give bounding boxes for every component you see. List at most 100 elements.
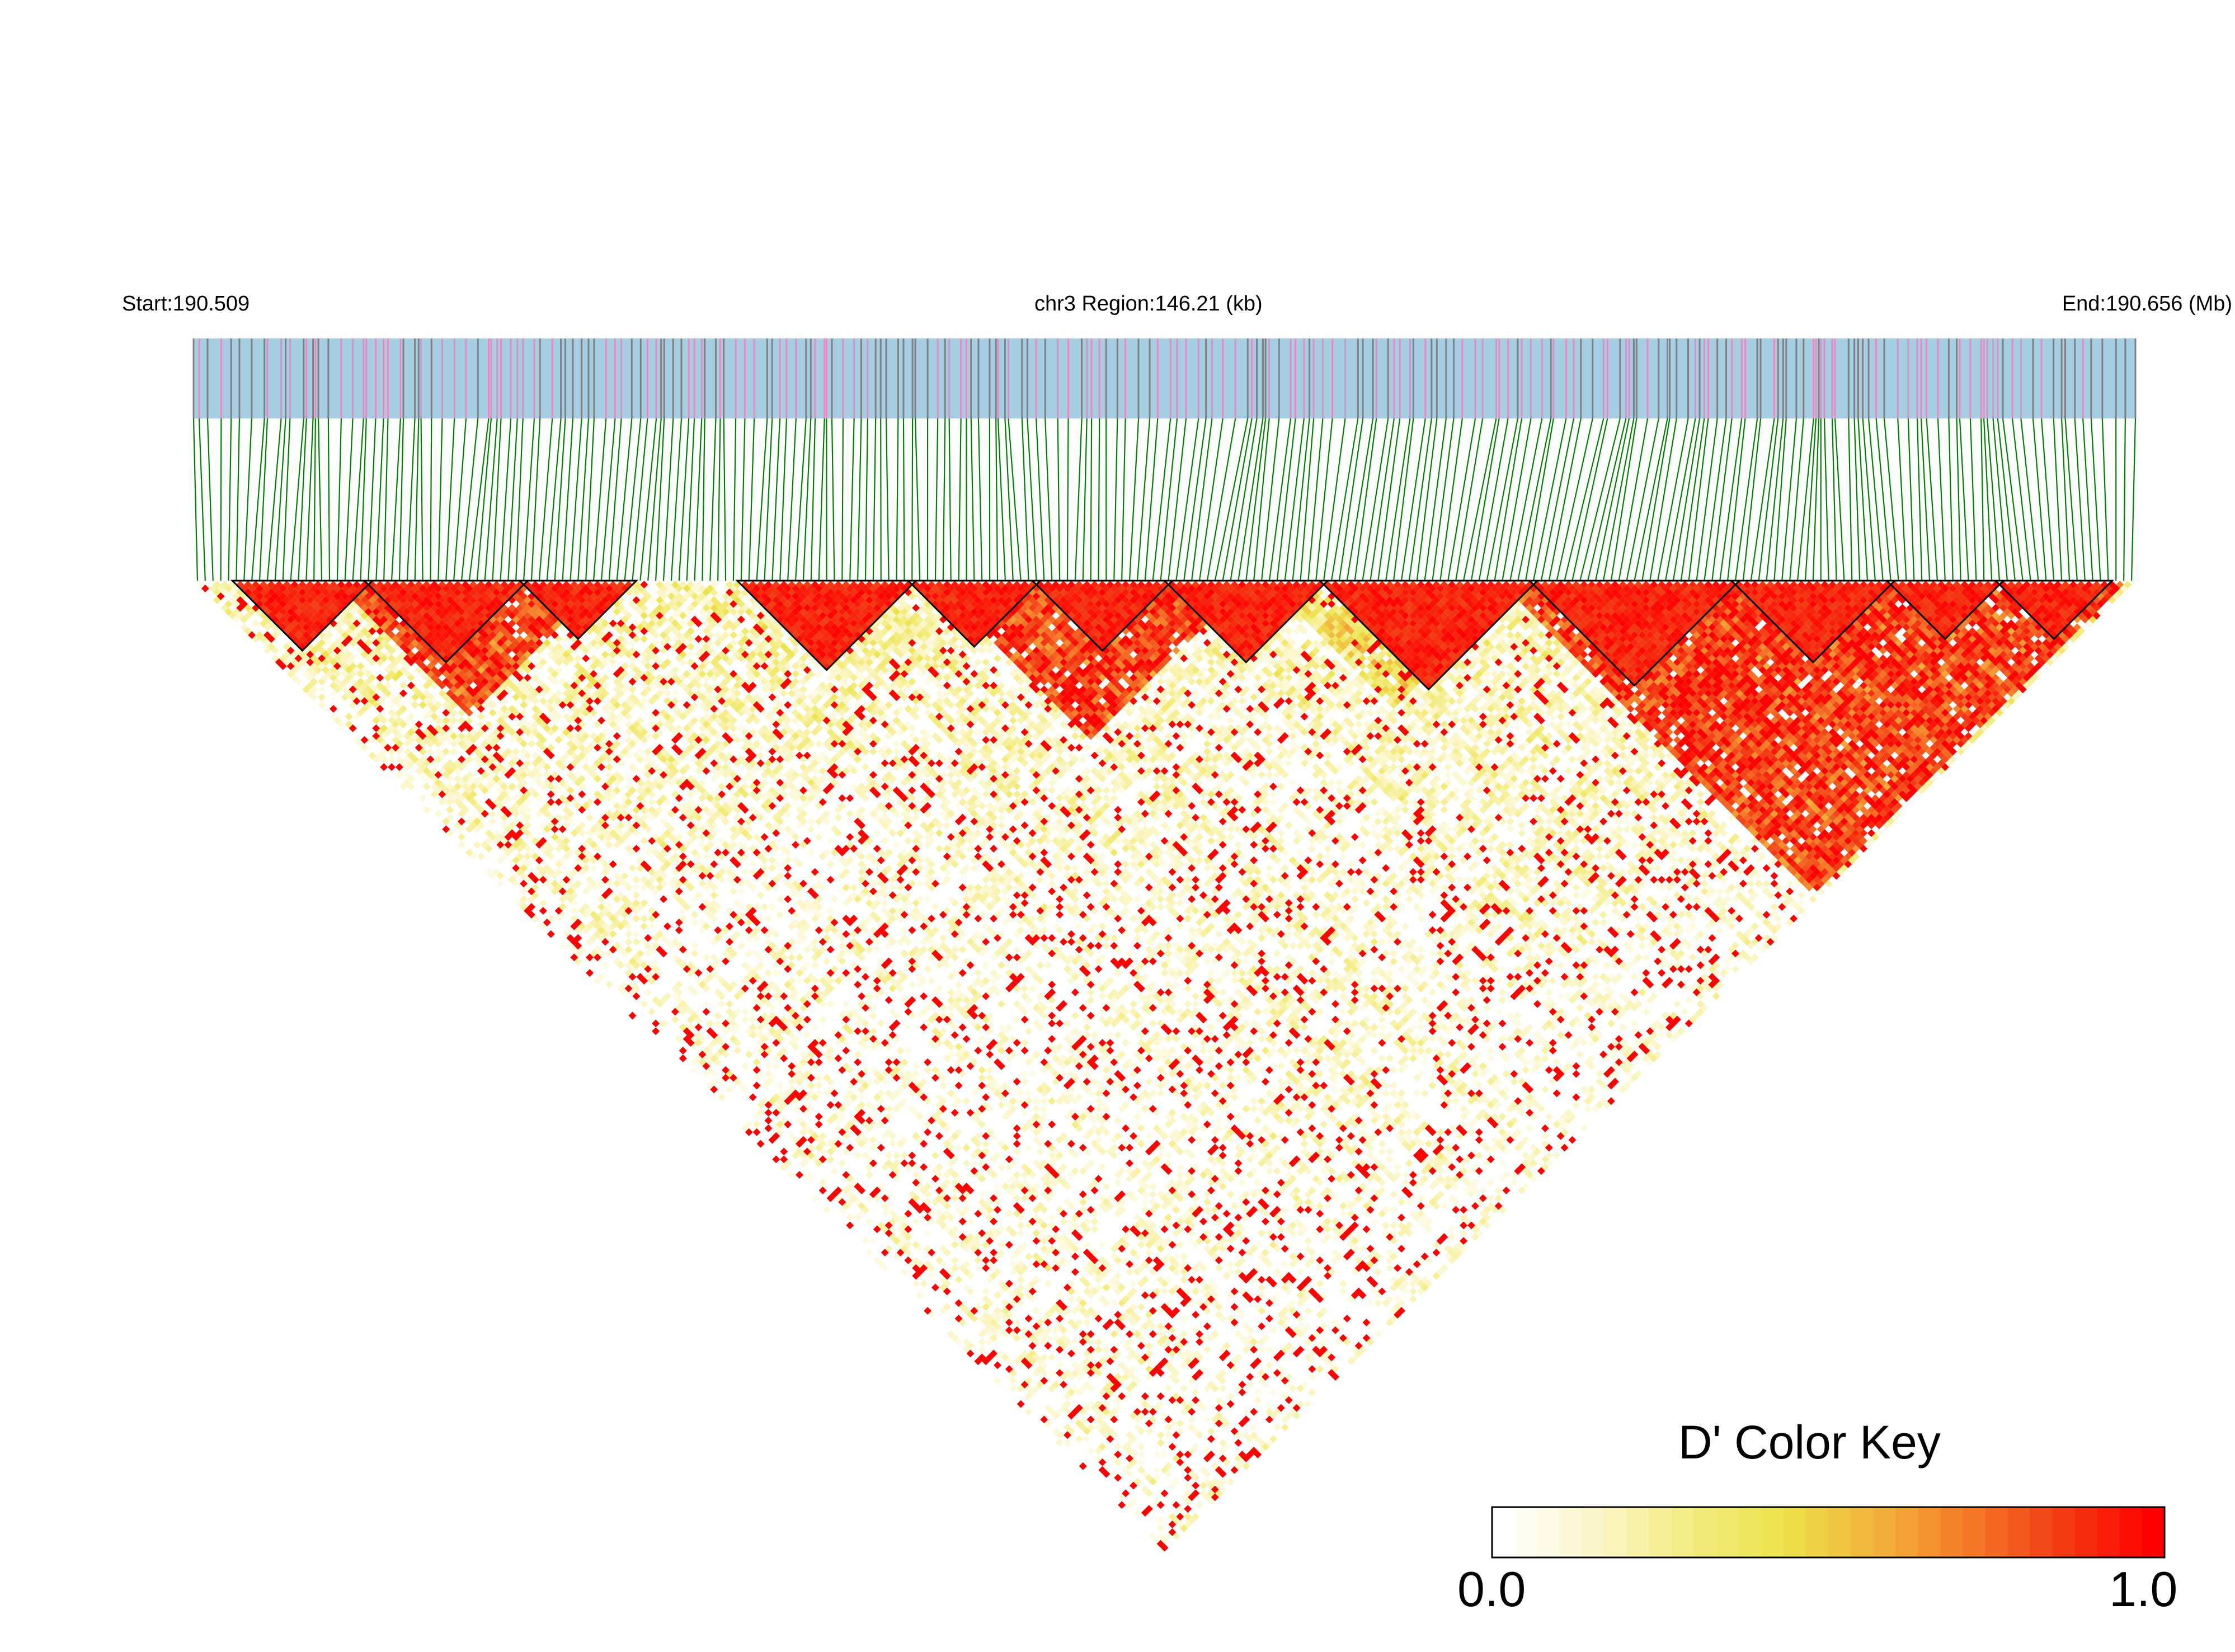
snp-connector-line [1027, 418, 1036, 581]
ld-cell [865, 1249, 873, 1256]
ld-cell [912, 1280, 920, 1288]
ld-cell [796, 1171, 803, 1179]
snp-connector-line [1938, 418, 1945, 581]
snp-connector-line [1238, 418, 1263, 581]
ld-cell [675, 926, 683, 934]
snp-connector-line [886, 418, 889, 581]
ld-cell [1071, 1268, 1079, 1276]
snp-connector-line [1572, 418, 1607, 581]
snp-connector-line [2075, 418, 2085, 581]
ld-cell [345, 713, 353, 721]
ld-cell [1009, 1385, 1017, 1392]
ld-cell [1137, 1303, 1145, 1311]
snp-connector-line [1848, 418, 1852, 581]
ld-cell [1203, 1322, 1211, 1330]
ld-cell [862, 973, 869, 981]
ld-cell [1157, 1439, 1165, 1447]
ld-cell [1130, 1280, 1137, 1288]
ld-cell [629, 864, 637, 872]
snp-connector-line [1987, 418, 1999, 581]
ld-cell [1145, 1342, 1153, 1350]
snp-connector-line [493, 418, 501, 581]
snp-connector-line [664, 418, 673, 581]
ld-cell [823, 957, 831, 965]
snp-connector-line [858, 418, 861, 581]
ld-cell [1013, 1124, 1021, 1132]
ld-cell [842, 1000, 850, 1008]
snp-connector-line [1067, 418, 1069, 581]
ld-cell [477, 853, 485, 860]
ld-cell [318, 693, 326, 701]
ld-cell [1056, 1361, 1064, 1369]
snp-connector-line [1603, 418, 1634, 581]
ld-cell [877, 1105, 885, 1113]
ld-cell [718, 1093, 726, 1101]
ld-cell [419, 794, 427, 802]
ld-cell [691, 919, 699, 926]
snp-connector-line [1960, 418, 1968, 581]
snp-connector-line [407, 418, 415, 581]
ld-cell [632, 938, 640, 946]
ld-cell [733, 1047, 741, 1055]
ld-cell [473, 841, 481, 849]
ld-cell [862, 965, 869, 973]
ld-cell [862, 1237, 869, 1245]
snp-connector-line [2054, 418, 2062, 581]
ld-cell [982, 1093, 990, 1101]
ld-cell [1025, 1253, 1033, 1260]
ld-cell [1091, 1217, 1099, 1225]
ld-cell [652, 1027, 660, 1035]
ld-cell [1060, 1217, 1067, 1225]
snp-connector-line [1122, 418, 1125, 581]
ld-cell [640, 923, 648, 930]
snp-connector-line [1949, 418, 1952, 581]
ld-cell [737, 942, 745, 950]
snp-connector-line [2021, 418, 2038, 581]
ld-cell [714, 1012, 722, 1020]
ld-cell [854, 1051, 862, 1058]
ld-cell [1161, 1287, 1169, 1295]
snp-connector-line [318, 418, 322, 581]
ld-cell [963, 1144, 971, 1152]
ld-cell [955, 1276, 963, 1284]
ld-cell [1048, 1353, 1056, 1361]
ld-cell [764, 1109, 772, 1117]
ld-cell [1168, 1443, 1176, 1451]
ld-cell [1137, 1451, 1145, 1458]
snp-connector-line [718, 418, 720, 581]
snp-connector-line [959, 418, 961, 581]
snp-connector-line [1956, 418, 1960, 581]
ld-cell [978, 1190, 986, 1198]
snp-connector-line [1673, 418, 1700, 581]
ld-cell [1254, 1396, 1262, 1404]
ld-cell [710, 891, 718, 899]
ld-cell [900, 1268, 908, 1276]
ld-cell [745, 1051, 753, 1058]
ld-cell [1180, 1385, 1188, 1392]
ld-cell [1091, 1225, 1099, 1233]
ld-cell [1153, 1451, 1161, 1458]
ld-cell [1075, 1435, 1083, 1443]
snp-connector-line [1790, 418, 1804, 581]
ld-cell [764, 969, 772, 977]
ld-cell [1269, 1389, 1277, 1396]
ld-cell [924, 1058, 931, 1066]
ld-cell [496, 880, 504, 888]
ld-cell [997, 1101, 1005, 1109]
snp-connector-line [1858, 418, 1867, 581]
snp-connector-line [749, 418, 754, 581]
ld-cell [644, 748, 652, 756]
ld-cell [931, 1151, 939, 1159]
ld-cell [951, 1031, 959, 1039]
ld-cell [869, 1237, 877, 1245]
ld-cell [489, 817, 497, 825]
ld-cell [846, 1214, 854, 1222]
ld-cell [318, 701, 326, 709]
ld-cell [1071, 1338, 1079, 1346]
snp-connector-line [1262, 418, 1279, 581]
snp-connector-line [1355, 418, 1377, 581]
snp-connector-line [392, 418, 401, 581]
snp-connector-line [1869, 418, 1883, 581]
snp-connector-line [384, 418, 388, 581]
ld-cell [858, 992, 865, 1000]
